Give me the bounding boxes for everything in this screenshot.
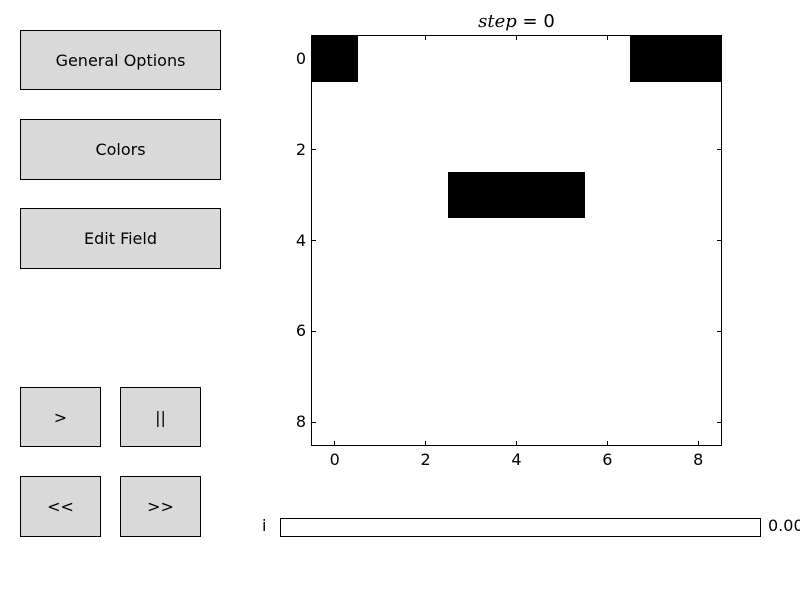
pause-button[interactable]: || xyxy=(120,387,201,447)
y-tick-left xyxy=(312,58,316,60)
y-tick-right xyxy=(717,330,721,332)
y-tick-left xyxy=(312,421,316,423)
x-tick-label: 6 xyxy=(602,450,613,469)
rewind-button[interactable]: << xyxy=(20,476,101,537)
x-tick-label: 8 xyxy=(693,450,704,469)
step-slider[interactable] xyxy=(280,518,761,537)
grid-cell-filled xyxy=(675,36,722,82)
x-tick-top xyxy=(425,36,427,40)
y-tick-left xyxy=(312,330,316,332)
y-tick-right xyxy=(717,421,721,423)
forward-button[interactable]: >> xyxy=(120,476,201,537)
y-tick-right xyxy=(717,149,721,151)
slider-label: i xyxy=(262,516,267,535)
slider-value: 0.00 xyxy=(768,517,800,535)
y-tick-left xyxy=(312,149,316,151)
plot-title: step = 0 xyxy=(311,11,722,32)
grid-cell-filled xyxy=(539,172,586,219)
y-tick-label: 8 xyxy=(295,412,306,432)
grid-plot[interactable] xyxy=(311,35,722,446)
x-tick-bottom xyxy=(334,441,336,445)
grid-cell-filled xyxy=(493,172,540,219)
general-options-button[interactable]: General Options xyxy=(20,30,221,90)
x-tick-bottom xyxy=(516,441,517,445)
grid-cell-filled xyxy=(312,36,358,82)
y-tick-label: 2 xyxy=(295,139,306,159)
edit-field-button[interactable]: Edit Field xyxy=(20,208,221,269)
y-tick-right xyxy=(717,58,721,60)
play-button[interactable]: > xyxy=(20,387,101,447)
grid-cell-filled xyxy=(630,36,677,82)
plot-title-value: = 0 xyxy=(516,11,555,32)
plot-title-variable: step xyxy=(478,11,517,32)
y-tick-label: 0 xyxy=(295,48,306,68)
x-tick-top xyxy=(516,36,517,40)
x-tick-bottom xyxy=(606,441,608,445)
x-tick-bottom xyxy=(697,441,699,445)
y-tick-label: 4 xyxy=(295,230,306,250)
y-tick-left xyxy=(312,240,316,241)
x-tick-top xyxy=(697,36,699,40)
y-tick-right xyxy=(717,240,721,241)
y-tick-label: 6 xyxy=(295,321,306,341)
x-tick-label: 2 xyxy=(420,450,431,469)
x-tick-top xyxy=(334,36,336,40)
x-tick-label: 0 xyxy=(329,450,340,469)
x-tick-bottom xyxy=(425,441,427,445)
x-tick-label: 4 xyxy=(511,450,522,469)
grid-cell-filled xyxy=(448,172,495,219)
x-tick-top xyxy=(606,36,608,40)
colors-button[interactable]: Colors xyxy=(20,119,221,180)
